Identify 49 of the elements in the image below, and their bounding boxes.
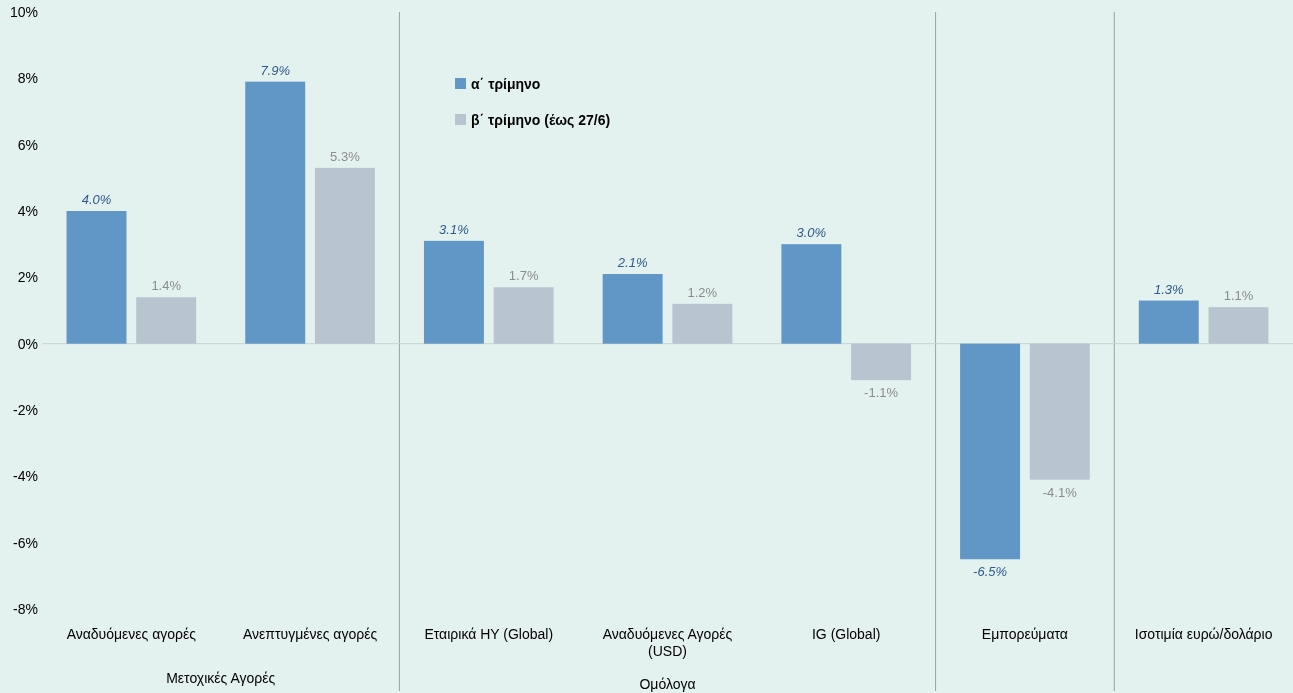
data-label: 1.2% <box>687 284 718 300</box>
data-label: 1.7% <box>508 268 539 284</box>
bar <box>314 167 375 344</box>
x-tick-label: Αναδυόμενες Αγορές (USD) <box>602 626 733 659</box>
x-tick-label: Εμπορεύματα <box>981 626 1068 642</box>
x-tick-label: Ισοτιμία ευρώ/δολάριο <box>1134 626 1273 642</box>
data-label: 3.0% <box>796 225 827 241</box>
y-tick-label: 0% <box>17 335 38 352</box>
legend-label: β΄ τρίμηνο (έως 27/6) <box>471 112 611 128</box>
data-label: 1.3% <box>1153 281 1184 297</box>
data-label: -4.1% <box>1042 484 1078 500</box>
data-label: -6.5% <box>973 564 1008 580</box>
bar <box>1029 343 1090 480</box>
bar <box>960 343 1021 560</box>
x-tick-label: Ανεπτυγμένες αγορές <box>242 626 378 642</box>
bar <box>423 240 484 344</box>
bar <box>851 343 912 381</box>
data-label: 1.4% <box>151 278 182 294</box>
data-label: 3.1% <box>439 221 469 237</box>
bar <box>493 287 554 344</box>
bar <box>781 244 842 344</box>
y-tick-label: 2% <box>17 269 38 286</box>
bar <box>602 274 663 344</box>
x-tick-label: IG (Global) <box>811 626 881 642</box>
y-tick-label: 8% <box>17 70 38 87</box>
bar <box>672 303 733 344</box>
bar <box>1138 300 1199 344</box>
data-label: -1.1% <box>864 385 899 401</box>
y-tick-label: -2% <box>13 402 38 418</box>
y-tick-label: 4% <box>17 203 38 219</box>
bar <box>136 297 197 344</box>
y-tick-label: 6% <box>17 136 38 153</box>
y-tick-label: -8% <box>13 601 38 617</box>
y-tick-label: -4% <box>13 468 38 485</box>
bar <box>66 211 127 344</box>
x-tick-label: Αναδυόμενες αγορές <box>66 626 197 642</box>
data-label: 1.1% <box>1223 288 1254 304</box>
y-tick-label: -6% <box>13 534 38 551</box>
legend-label: α΄ τρίμηνο <box>471 76 541 92</box>
data-label: 2.1% <box>616 255 648 271</box>
x-tick-label: Εταιρικά HY (Global) <box>424 626 554 642</box>
data-label: 7.9% <box>260 62 291 78</box>
text: Ομόλογα <box>639 676 696 692</box>
data-label: 4.0% <box>81 192 112 207</box>
bar <box>1208 307 1269 344</box>
text: Μετοχικές Αγορές <box>166 670 276 686</box>
y-tick-label: 10% <box>9 4 38 20</box>
bar <box>245 81 306 344</box>
data-label: 5.3% <box>330 148 361 164</box>
